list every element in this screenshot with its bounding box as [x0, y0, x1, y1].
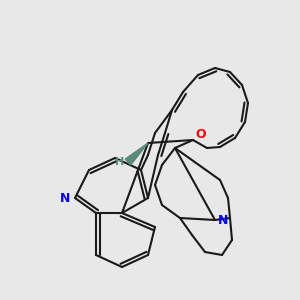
Text: H: H: [116, 157, 124, 167]
Text: N: N: [218, 214, 228, 226]
Polygon shape: [125, 143, 148, 165]
Text: N: N: [60, 191, 70, 205]
Text: O: O: [196, 128, 206, 142]
